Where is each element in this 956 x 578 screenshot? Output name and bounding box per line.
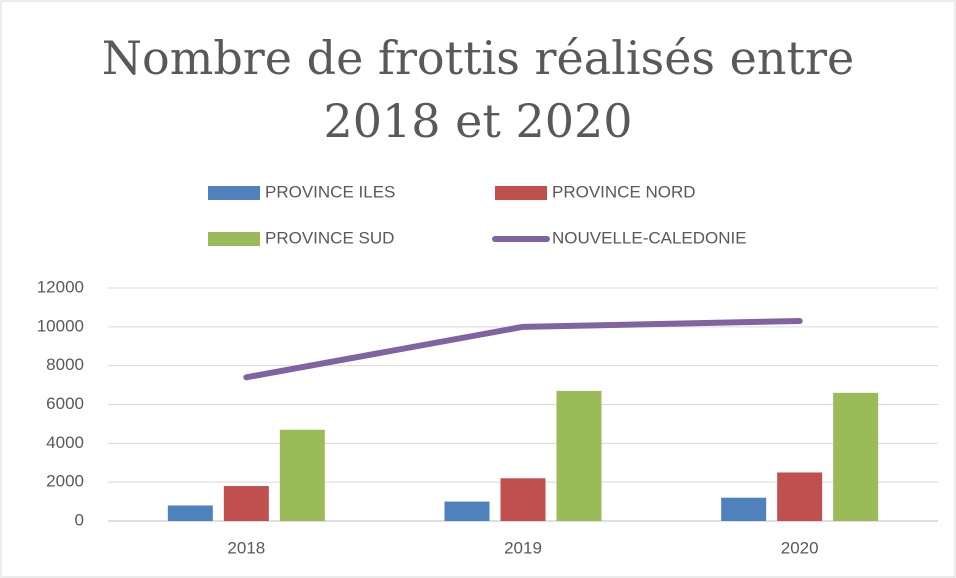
y-tick-label: 10000 [37,316,84,335]
legend-swatch [495,186,547,200]
x-tick-label: 2019 [504,538,542,557]
x-tick-label: 2018 [227,538,265,557]
line-series [243,318,803,381]
legend-label: PROVINCE ILES [265,182,395,201]
legend-swatch [208,186,260,200]
x-tick-label: 2020 [781,538,819,557]
bar [167,505,213,521]
bar [223,486,269,521]
chart-title: Nombre de frottis réalisés entre [102,31,854,85]
legend-label: PROVINCE NORD [552,182,696,201]
bar [833,392,879,521]
legend-label: NOUVELLE-CALEDONIE [552,228,747,247]
bar [500,478,546,521]
y-tick-label: 4000 [46,433,84,452]
y-tick-label: 0 [75,510,84,529]
bar [777,472,823,521]
legend-label: PROVINCE SUD [265,228,394,247]
y-tick-label: 6000 [46,394,84,413]
y-tick-label: 8000 [46,355,84,374]
bar [279,429,325,521]
bar [721,497,767,521]
y-tick-label: 12000 [37,277,84,296]
legend-swatch [208,232,260,246]
chart-title: 2018 et 2020 [323,94,632,148]
y-tick-label: 2000 [46,472,84,491]
bar [556,390,602,521]
bar [444,501,490,521]
